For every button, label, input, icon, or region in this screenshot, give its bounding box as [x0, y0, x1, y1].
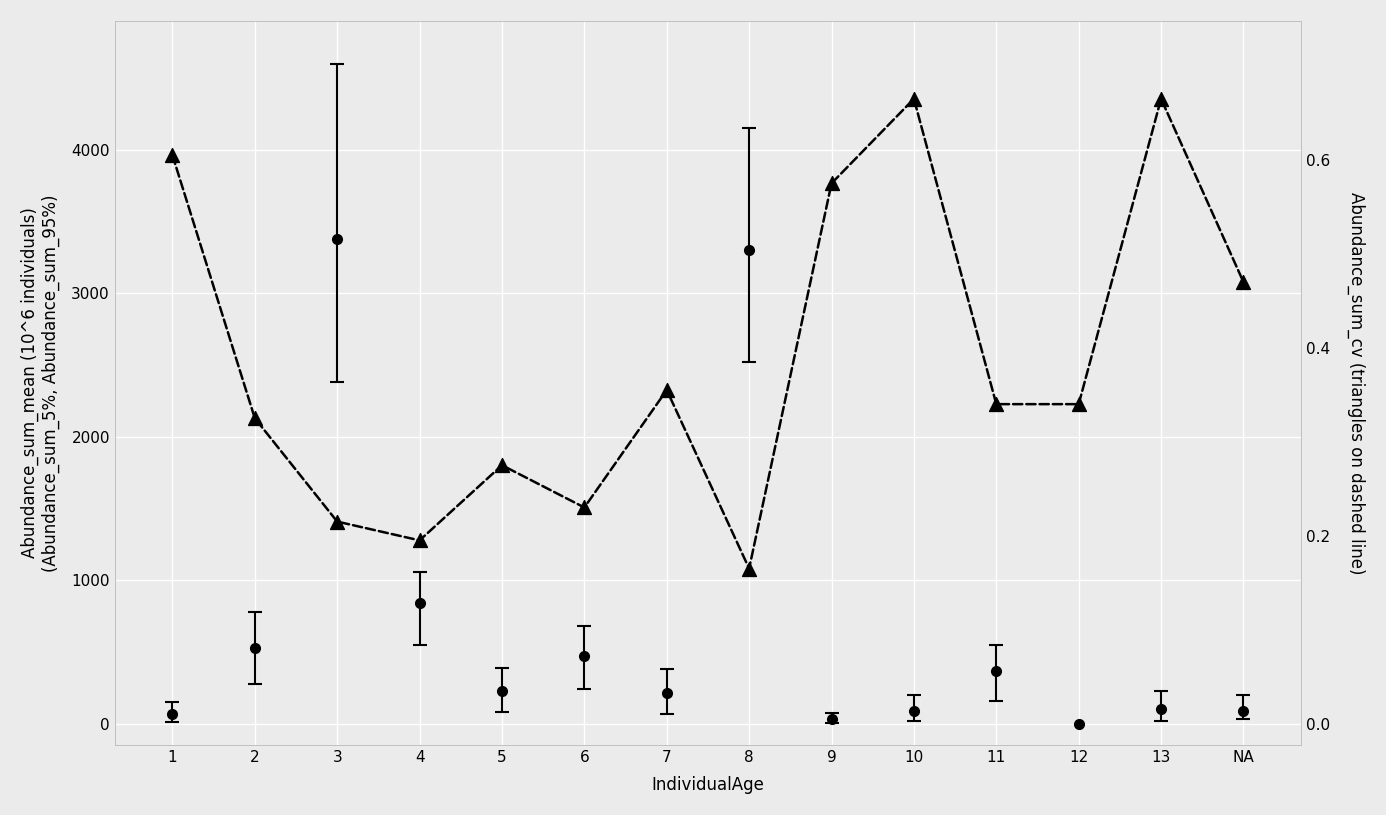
Point	[656, 384, 678, 397]
Point	[739, 562, 761, 575]
Point	[1067, 398, 1089, 411]
Point	[985, 398, 1008, 411]
Point	[326, 515, 348, 528]
Point	[1067, 717, 1089, 730]
Point	[409, 534, 431, 547]
Point	[244, 412, 266, 425]
Point	[161, 148, 183, 161]
X-axis label: IndividualAge: IndividualAge	[651, 776, 765, 794]
Y-axis label: Abundance_sum_mean (10^6 individuals)
(Abundance_sum_5%, Abundance_sum_95%): Abundance_sum_mean (10^6 individuals) (A…	[21, 194, 60, 572]
Point	[902, 92, 924, 105]
Point	[821, 177, 843, 190]
Point	[491, 459, 513, 472]
Y-axis label: Abundance_sum_cv (triangles on dashed line): Abundance_sum_cv (triangles on dashed li…	[1347, 192, 1365, 575]
Point	[1232, 275, 1254, 289]
Point	[1150, 92, 1173, 105]
Point	[574, 501, 596, 514]
